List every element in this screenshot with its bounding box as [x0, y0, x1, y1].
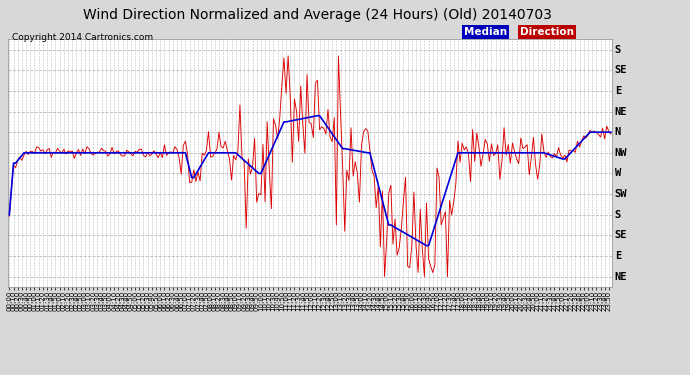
Text: Direction: Direction: [520, 27, 574, 37]
Text: S: S: [615, 45, 621, 55]
Text: NE: NE: [615, 272, 627, 282]
Text: NW: NW: [615, 148, 627, 158]
Text: SE: SE: [615, 230, 627, 240]
Text: Wind Direction Normalized and Average (24 Hours) (Old) 20140703: Wind Direction Normalized and Average (2…: [83, 8, 552, 22]
Text: S: S: [615, 210, 621, 220]
Text: N: N: [615, 127, 621, 137]
Text: W: W: [615, 168, 621, 178]
Text: SE: SE: [615, 65, 627, 75]
Text: NE: NE: [615, 106, 627, 117]
Text: Copyright 2014 Cartronics.com: Copyright 2014 Cartronics.com: [12, 33, 153, 42]
Text: Median: Median: [464, 27, 506, 37]
Text: E: E: [615, 251, 621, 261]
Text: SW: SW: [615, 189, 627, 199]
Text: E: E: [615, 86, 621, 96]
